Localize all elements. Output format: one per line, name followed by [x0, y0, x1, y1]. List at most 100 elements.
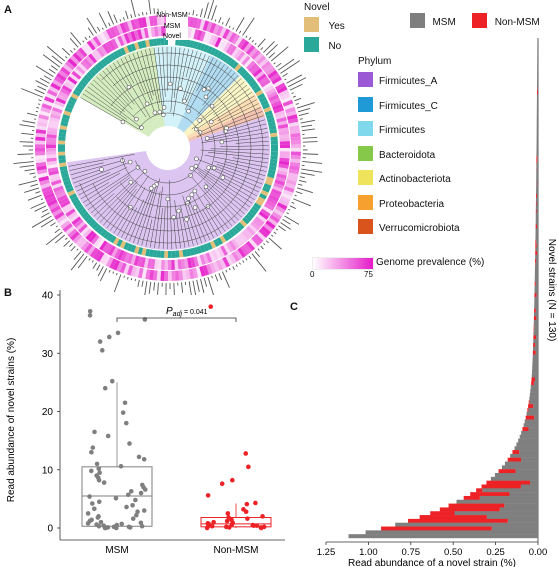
prevalence-ring-cell	[90, 51, 100, 62]
prevalence-ring-cell	[190, 257, 196, 268]
prevalence-ring-cell	[92, 249, 102, 260]
abundance-bar	[22, 120, 36, 124]
data-point	[226, 525, 232, 530]
prevalence-ring-cell	[39, 110, 50, 117]
bar-msm	[536, 105, 538, 111]
novel-ring-cell	[231, 61, 239, 70]
novel-legend-label: No	[328, 41, 342, 52]
prevalence-ring-cell	[72, 52, 83, 63]
y-tick-label: 20	[42, 407, 54, 418]
data-point	[106, 334, 112, 340]
prevalence-ring-cell	[58, 91, 69, 99]
abundance-bar	[50, 222, 56, 227]
prevalence-ring-cell	[99, 253, 108, 264]
prevalence-ring-cell	[61, 203, 73, 212]
prevalence-ring-cell	[45, 92, 57, 101]
novel-ring-cell	[258, 193, 267, 200]
bar-non-msm	[498, 469, 516, 474]
prevalence-ring-cell	[46, 130, 58, 136]
novel-ring-cell	[58, 158, 67, 164]
data-point	[115, 330, 121, 336]
prevalence-ring-cell	[236, 51, 246, 62]
abundance-bar	[181, 282, 184, 293]
novel-ring-cell	[265, 176, 274, 182]
bar-x-axis-label: Read abundance of a novel strain (%)	[348, 558, 516, 567]
abundance-bar	[207, 0, 215, 20]
tree-branch	[149, 48, 160, 103]
x-tick-label: 0.50	[444, 547, 463, 558]
prevalence-ring-cell	[196, 255, 203, 266]
abundance-bar	[294, 194, 297, 197]
tree-branch	[214, 161, 266, 176]
prevalence-ring-cell	[46, 137, 57, 142]
novel-ring-cell	[113, 50, 120, 59]
novel-legend: Novel Yes No	[304, 2, 345, 56]
bar-msm	[536, 178, 538, 183]
tree-node	[165, 196, 171, 202]
abundance-bar	[298, 112, 309, 116]
abundance-bar	[207, 276, 214, 295]
data-point	[114, 525, 119, 531]
data-point	[120, 410, 126, 415]
prevalence-ring-cell	[211, 35, 219, 47]
bar-non-msm	[522, 427, 529, 432]
bar-non-msm	[481, 484, 521, 489]
novel-ring-cell	[64, 106, 73, 113]
prevalence-ring-cell	[241, 230, 251, 241]
abundance-bar	[113, 274, 122, 293]
data-point	[205, 493, 211, 498]
prevalence-ring-cell	[260, 60, 271, 71]
prevalence-ring-cell	[116, 261, 124, 272]
abundance-bar	[61, 47, 71, 56]
prevalence-ring-cell	[258, 58, 269, 68]
tree-branch	[102, 70, 130, 103]
tree-node	[134, 116, 139, 122]
novel-ring-cell	[72, 89, 81, 97]
bar-msm	[534, 289, 538, 294]
abundance-bar	[50, 65, 58, 71]
prevalence-ring-cell	[133, 30, 140, 41]
novel-ring-cell	[255, 89, 264, 97]
abundance-bar	[271, 234, 274, 237]
data-point	[98, 519, 104, 525]
abundance-bar	[112, 271, 115, 274]
abundance-bar	[270, 46, 289, 62]
bar-msm	[536, 186, 538, 191]
tree-branch	[74, 172, 111, 188]
bar-msm	[535, 343, 538, 348]
novel-ring-cell	[74, 86, 83, 94]
prevalence-ring-cell	[61, 84, 73, 93]
abundance-bar	[228, 268, 231, 271]
tree-branch	[180, 49, 189, 89]
abundance-bar	[299, 118, 303, 120]
prevalence-ring-cell	[40, 106, 52, 114]
abundance-bar	[40, 212, 50, 218]
bar-msm	[521, 430, 538, 435]
x-tick-label: 0.00	[529, 547, 548, 558]
data-point	[85, 521, 91, 526]
prevalence-ring-cell	[130, 254, 137, 266]
abundance-bar	[38, 99, 42, 102]
prevalence-ring-cell	[263, 84, 275, 93]
abundance-bar	[300, 119, 315, 124]
novel-ring-cell	[262, 103, 270, 110]
novel-ring-cell	[69, 193, 78, 200]
novel-ring-cell	[58, 132, 67, 138]
prevalence-ring-cell	[269, 214, 280, 224]
bar-msm	[532, 354, 538, 359]
data-point	[133, 497, 138, 503]
bar-msm	[536, 132, 538, 137]
tree-node	[203, 94, 209, 100]
prevalence-ring-cell	[86, 40, 96, 51]
novel-legend-item: Yes	[304, 16, 345, 36]
prevalence-ring-cell	[35, 148, 46, 152]
novel-ring-cell	[148, 39, 154, 47]
novel-ring-cell	[156, 38, 161, 46]
prevalence-ring-cell	[276, 85, 288, 94]
bar-msm	[533, 381, 538, 386]
prevalence-ring-cell	[78, 238, 88, 249]
prevalence-ring-cell	[65, 225, 76, 236]
prevalence-ring-cell	[99, 45, 108, 56]
tree-node	[120, 119, 126, 125]
bar-msm	[535, 350, 538, 355]
